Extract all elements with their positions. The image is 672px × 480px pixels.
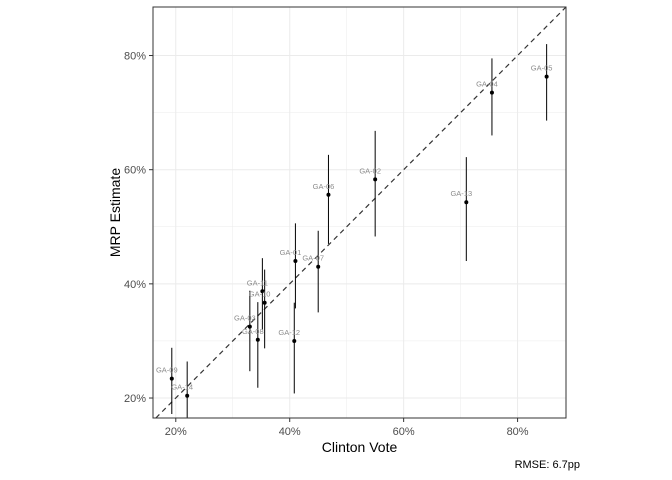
x-tick-label: 80% [507,426,529,438]
point-label: GA-10 [249,290,271,299]
point-label: GA-08 [242,327,264,336]
rmse-caption: RMSE: 6.7pp [514,459,580,471]
y-axis-ticks: 20% 40% 60% 80% [124,51,153,405]
point-label: GA-11 [247,278,268,287]
data-point [262,300,267,305]
data-point [326,192,331,197]
point-label: GA-05 [531,64,553,73]
error-bars [171,44,548,418]
x-tick-label: 60% [393,426,415,438]
x-tick-label: 40% [279,426,301,438]
point-label: GA-14 [171,383,193,392]
data-point [316,264,321,269]
point-label: GA-13 [450,189,472,198]
point-label: GA-04 [476,80,498,89]
y-tick-label: 20% [124,393,146,405]
point-label: GA-03 [234,314,256,323]
identity-reference-line [155,6,567,419]
x-axis-ticks: 20% 40% 60% 80% [165,418,529,438]
data-point [247,324,252,329]
data-point [292,338,297,343]
y-tick-label: 80% [124,51,146,63]
data-point [255,337,260,342]
data-point [544,74,549,79]
point-label: GA-07 [302,254,324,263]
panel-border [152,6,567,419]
x-tick-label: 20% [165,426,187,438]
point-label: GA-12 [278,328,300,337]
y-tick-label: 60% [124,165,146,177]
point-label: GA-09 [156,366,178,375]
data-point [260,289,265,294]
data-point [293,259,298,264]
data-point [373,177,378,182]
point-label: GA-02 [359,166,381,175]
data-point [185,393,190,398]
x-axis-title: Clinton Vote [322,439,398,455]
point-labels: GA-09 GA-14 GA-03 GA-08 GA-11 GA-10 GA-12 GA-01… [156,64,553,392]
point-label: GA-06 [313,182,335,191]
data-points [169,74,549,398]
point-label: GA-01 [280,248,302,257]
data-point [169,376,174,381]
reference-line-layer [155,6,567,419]
data-point [464,200,469,205]
data-point [489,90,494,95]
grid-lines [153,7,566,418]
y-tick-label: 40% [124,279,146,291]
y-axis-title: MRP Estimate [107,168,123,257]
